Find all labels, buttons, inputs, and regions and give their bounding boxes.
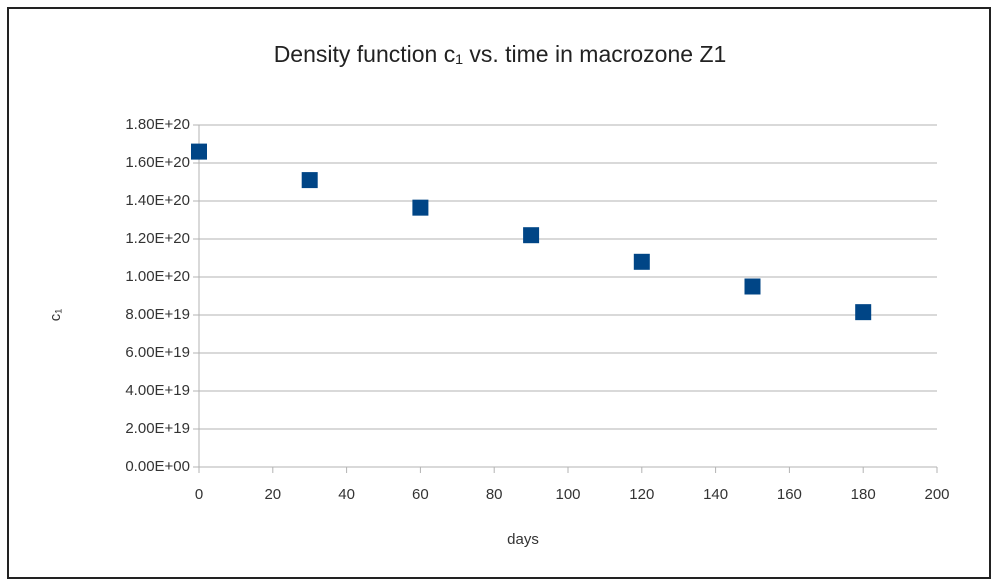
x-tick-label: 140 — [703, 486, 728, 503]
y-tick-label: 6.00E+19 — [125, 344, 190, 361]
x-axis-label: days — [507, 531, 539, 548]
x-tick-label: 200 — [924, 486, 949, 503]
x-tick-label: 100 — [555, 486, 580, 503]
point — [412, 199, 429, 216]
x-tick-label: 40 — [338, 486, 355, 503]
y-tick-label: 1.00E+20 — [125, 268, 190, 285]
y-tick-label: 1.20E+20 — [125, 230, 190, 247]
y-tick-label: 2.00E+19 — [125, 420, 190, 437]
y-tick-label: 1.80E+20 — [125, 116, 190, 133]
y-tick-label: 1.40E+20 — [125, 192, 190, 209]
point — [855, 304, 872, 321]
y-tick-label: 8.00E+19 — [125, 306, 190, 323]
x-tick-label: 180 — [851, 486, 876, 503]
point — [523, 227, 540, 244]
point — [633, 253, 650, 270]
x-tick-label: 120 — [629, 486, 654, 503]
x-tick-label: 60 — [412, 486, 429, 503]
point — [301, 172, 318, 189]
point — [744, 278, 761, 295]
point — [191, 143, 207, 160]
y-tick-label: 0.00E+00 — [125, 458, 190, 475]
x-tick-label: 80 — [486, 486, 503, 503]
x-tick-label: 20 — [264, 486, 281, 503]
x-tick-label: 0 — [195, 486, 203, 503]
y-tick-label: 4.00E+19 — [125, 382, 190, 399]
x-tick-label: 160 — [777, 486, 802, 503]
chart-title: Density function c₁ vs. time in macrozon… — [274, 41, 727, 67]
y-axis-label: c₁ — [47, 309, 64, 322]
chart-frame — [7, 7, 991, 579]
y-tick-label: 1.60E+20 — [125, 154, 190, 171]
